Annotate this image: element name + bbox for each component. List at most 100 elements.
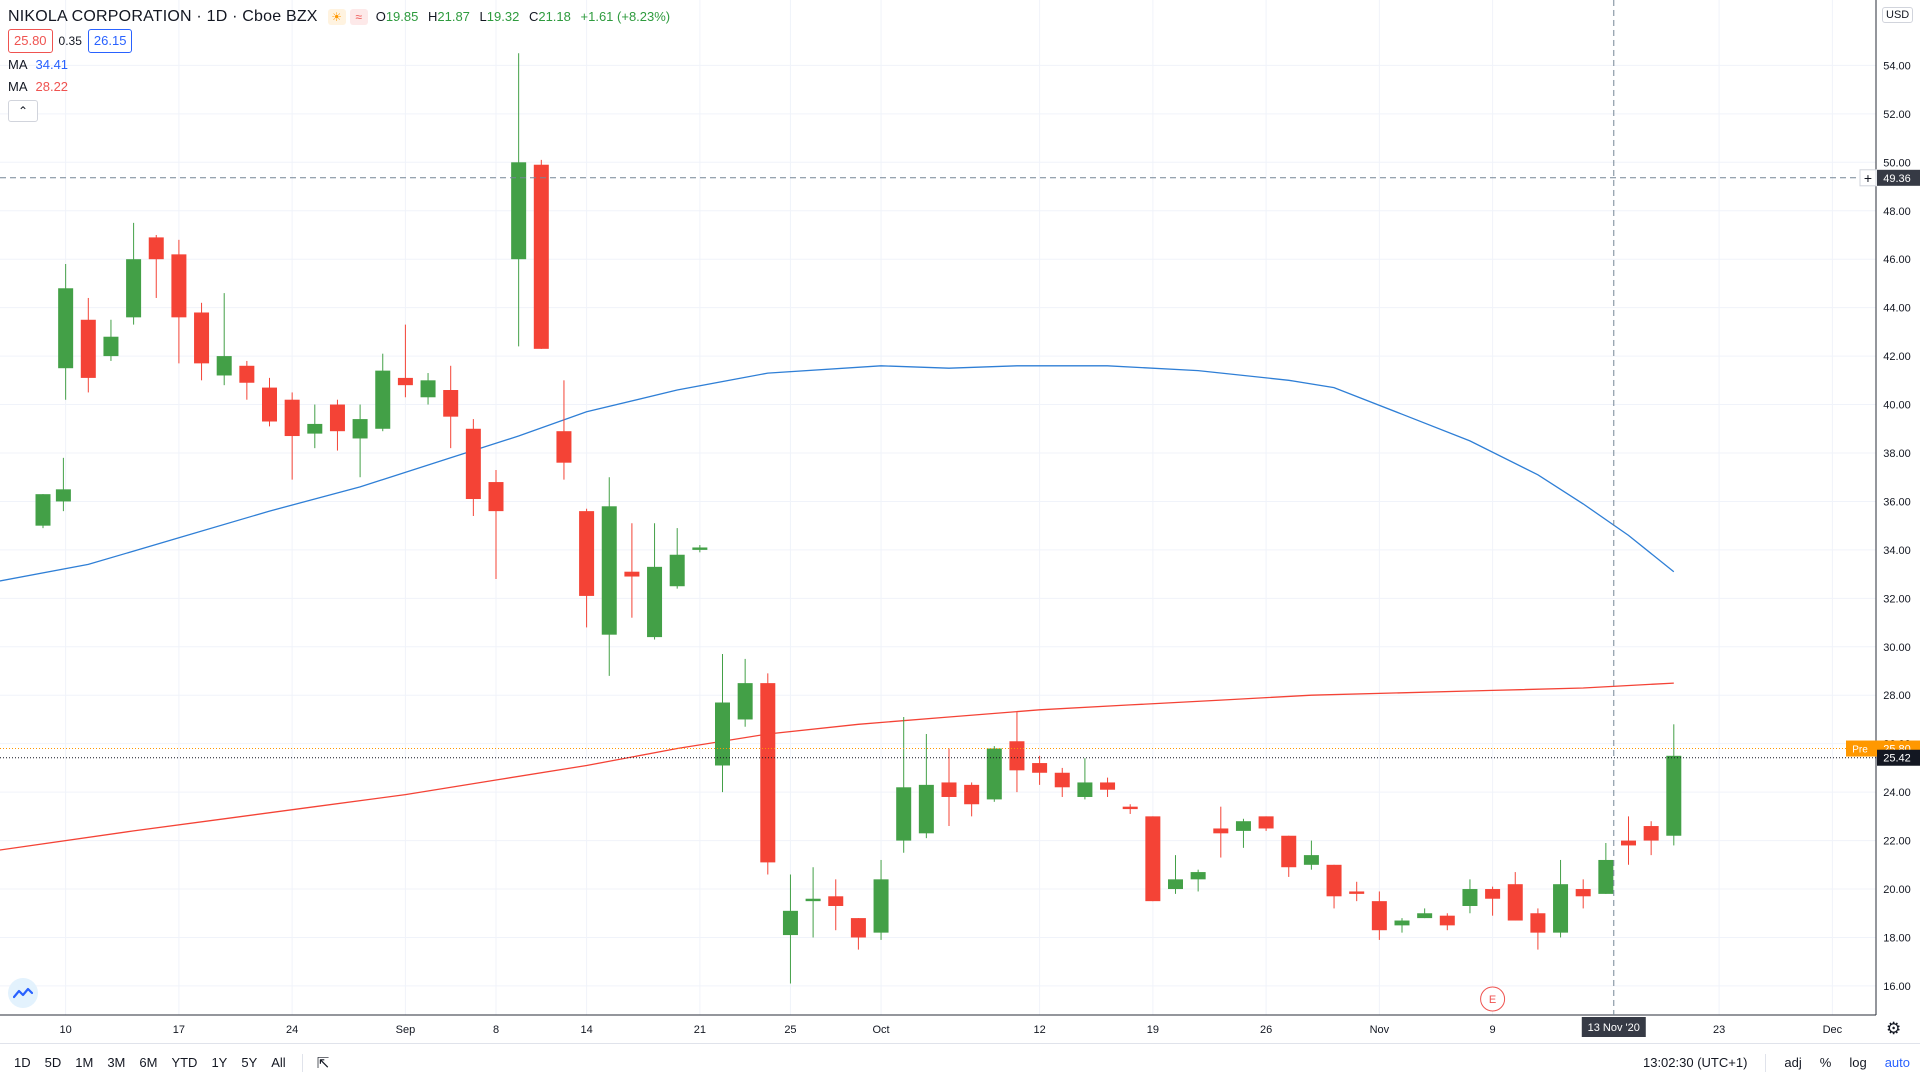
range-all[interactable]: All [271,1055,286,1070]
candle-down [1507,872,1523,921]
close-value: 21.18 [538,9,571,24]
change-value: +1.61 (+8.23%) [580,9,671,24]
range-ytd[interactable]: YTD [171,1055,198,1070]
candle-body [1394,920,1410,926]
time-tick-label: 26 [1260,1024,1272,1036]
range-6m[interactable]: 6M [139,1055,158,1070]
candle-up [1190,869,1206,892]
candle-up [420,373,436,405]
candle-body [1417,913,1433,919]
candle-body [1258,816,1274,829]
ask-badge[interactable]: 26.15 [87,29,133,53]
price-axis[interactable]: 16.0018.0020.0022.0024.0026.0028.0030.00… [1883,60,1911,993]
candle-down [1100,777,1116,797]
adj-button[interactable]: adj [1784,1055,1802,1070]
tradingview-logo-icon[interactable] [8,978,38,1008]
time-tick-label: Nov [1370,1024,1390,1036]
candle-body [1032,763,1048,773]
candle-up [35,494,51,529]
candle-body [1122,806,1138,810]
candle-body [1462,889,1478,906]
time-tick-label: Dec [1823,1024,1843,1036]
candle-down [556,380,572,480]
price-chart[interactable]: 16.0018.0020.0022.0024.0026.0028.0030.00… [0,0,1920,1043]
bid-badge[interactable]: 25.80 [8,29,53,53]
currency-label[interactable]: USD [1882,7,1914,23]
wave-icon[interactable]: ≈ [349,9,368,25]
high-key: H [427,9,438,24]
spread-value: 0.35 [58,34,82,48]
range-3m[interactable]: 3M [107,1055,126,1070]
crosshair-plus-icon[interactable] [1859,169,1877,187]
range-5d[interactable]: 5D [44,1055,62,1070]
candle-up [352,404,368,478]
candle-up [1417,908,1433,919]
candle-body [1553,884,1569,933]
price-tick-label: 24.00 [1883,787,1911,799]
time-axis[interactable]: 10 17 24 Sep 8 14 21 25 Oct 12 19 26 Nov 9 23 Dec [60,1024,1843,1036]
auto-button[interactable]: auto [1884,1055,1910,1070]
ma-line-blue [0,365,1675,582]
ma1-row[interactable]: MA 34.41 [8,54,676,76]
candle-up [307,404,323,449]
crosshair-price-tag [1877,169,1920,186]
candle-down [488,469,504,579]
price-tick-label: 38.00 [1883,448,1911,460]
candle-body [465,428,481,500]
candle-body [556,431,572,463]
toolbar-divider [301,1053,303,1072]
candle-down [533,159,549,349]
candle-body [262,387,277,422]
candle-body [1598,859,1614,894]
candle-body [1145,816,1161,902]
candle-up [1394,918,1410,933]
ma2-label: MA [8,79,28,94]
candle-up [647,523,663,640]
price-tick-label: 48.00 [1883,206,1911,218]
range-5y[interactable]: 5Y [241,1055,258,1070]
percent-button[interactable]: % [1819,1055,1832,1070]
candle-body [737,683,753,720]
candles [35,53,1682,984]
candle-body [194,312,210,364]
candle-down [1281,835,1297,877]
candle-body [1100,782,1116,790]
candle-down [1575,879,1591,909]
candle-up [896,717,912,853]
candle-body [1190,872,1206,880]
time-tick-label: 24 [286,1024,298,1036]
candle-down [760,673,776,875]
time-tick-label: 19 [1147,1024,1159,1036]
range-1y[interactable]: 1Y [211,1055,228,1070]
log-button[interactable]: log [1849,1055,1867,1070]
candle-up [782,874,798,984]
sun-icon[interactable]: ☀ [327,9,346,25]
candle-body [443,390,459,417]
candle-down [284,392,300,480]
symbol-title[interactable]: NIKOLA CORPORATION · 1D · Cboe BZX [8,8,318,25]
price-tick-label: 30.00 [1883,642,1911,654]
candle-down [262,377,277,427]
candle-body [669,554,685,587]
candle-body [1439,915,1455,926]
ma1-value: 34.41 [35,57,69,72]
chart-legend: NIKOLA CORPORATION · 1D · Cboe BZX ☀ ≈ O… [8,6,676,122]
candle-up [375,353,391,432]
clock-time[interactable]: 13:02:30 (UTC+1) [1642,1055,1748,1070]
range-1m[interactable]: 1M [75,1055,94,1070]
time-tick-label: Oct [872,1024,889,1036]
earnings-marker-icon[interactable] [1480,986,1506,1012]
calendar-goto-icon[interactable]: ⇱ [316,1054,330,1072]
candle-up [511,53,527,347]
chevron-up-icon[interactable]: ⌃ [8,100,38,122]
time-tick-label: 12 [1033,1024,1045,1036]
gear-icon[interactable]: ⚙ [1886,1019,1902,1038]
candle-body [1077,782,1093,797]
candle-down [148,234,164,298]
candle-down [1485,886,1501,916]
candle-body [918,784,934,834]
candle-down [1439,913,1455,931]
range-1d[interactable]: 1D [14,1055,31,1070]
ma2-row[interactable]: MA 28.22 [8,76,676,98]
candle-body [601,506,617,635]
